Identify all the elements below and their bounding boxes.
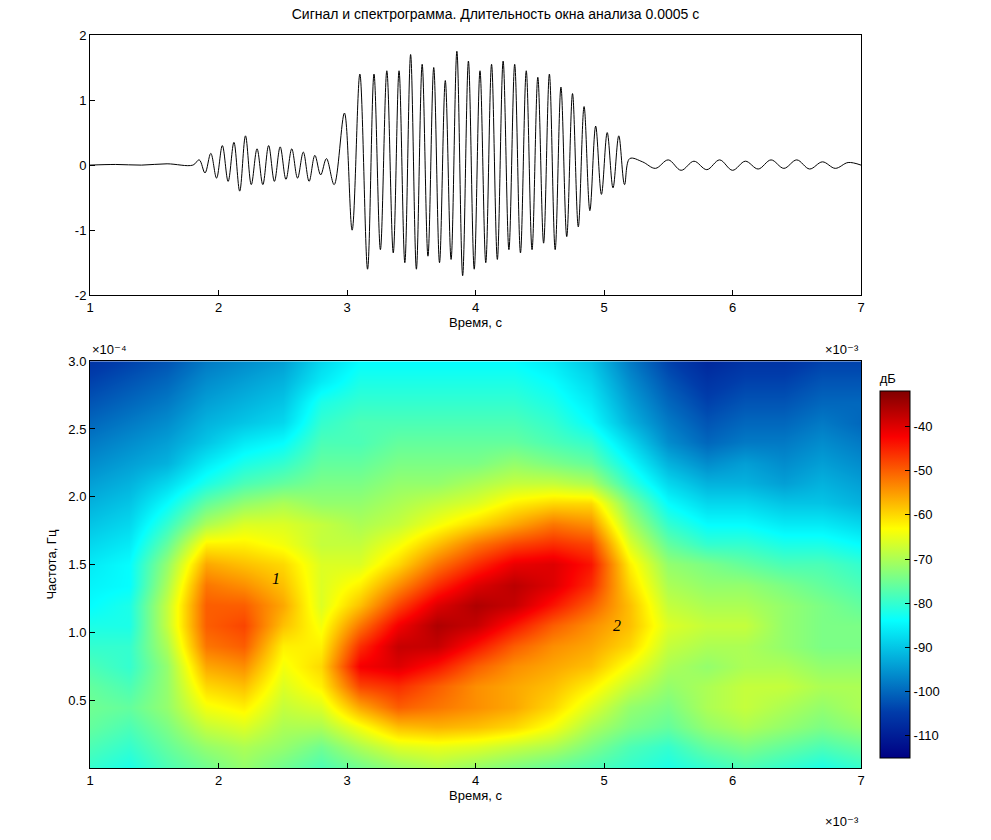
svg-text:Сигнал и спектрограмма. Длител: Сигнал и спектрограмма. Длительность окн…: [292, 6, 700, 22]
svg-text:2: 2: [215, 773, 222, 788]
svg-text:2.0: 2.0: [68, 489, 86, 504]
svg-text:1: 1: [86, 300, 93, 315]
svg-text:6: 6: [729, 773, 736, 788]
svg-text:4: 4: [472, 300, 479, 315]
svg-text:-90: -90: [914, 640, 933, 655]
svg-text:-2: -2: [75, 288, 87, 303]
svg-text:-40: -40: [914, 419, 933, 434]
svg-text:2: 2: [613, 617, 621, 634]
svg-text:7: 7: [857, 773, 864, 788]
svg-text:-100: -100: [914, 684, 940, 699]
svg-text:4: 4: [472, 773, 479, 788]
svg-text:2.5: 2.5: [68, 422, 86, 437]
svg-text:Время, с: Время, с: [449, 788, 502, 803]
svg-text:×10⁻⁴: ×10⁻⁴: [92, 342, 127, 357]
svg-text:5: 5: [600, 300, 607, 315]
svg-text:дБ: дБ: [880, 371, 896, 386]
svg-text:0: 0: [79, 158, 86, 173]
svg-text:Время, с: Время, с: [449, 315, 502, 330]
svg-text:1: 1: [86, 773, 93, 788]
svg-text:0.5: 0.5: [68, 693, 86, 708]
svg-text:-110: -110: [914, 728, 939, 743]
svg-text:1.0: 1.0: [68, 625, 86, 640]
svg-text:1: 1: [272, 570, 280, 587]
svg-text:×10⁻³: ×10⁻³: [825, 342, 859, 357]
svg-text:-50: -50: [914, 463, 933, 478]
svg-text:2: 2: [215, 300, 222, 315]
svg-text:1: 1: [79, 93, 86, 108]
svg-text:3.0: 3.0: [68, 354, 86, 369]
svg-text:×10⁻³: ×10⁻³: [825, 814, 859, 829]
svg-text:2: 2: [79, 28, 86, 43]
svg-text:-70: -70: [914, 552, 933, 567]
svg-text:3: 3: [343, 300, 350, 315]
svg-text:-60: -60: [914, 507, 933, 522]
svg-text:6: 6: [729, 300, 736, 315]
svg-text:5: 5: [600, 773, 607, 788]
svg-text:-1: -1: [75, 223, 87, 238]
svg-text:Частота, Гц: Частота, Гц: [44, 529, 59, 599]
svg-text:1.5: 1.5: [68, 557, 86, 572]
svg-text:-80: -80: [914, 596, 933, 611]
svg-text:3: 3: [343, 773, 350, 788]
svg-text:7: 7: [857, 300, 864, 315]
